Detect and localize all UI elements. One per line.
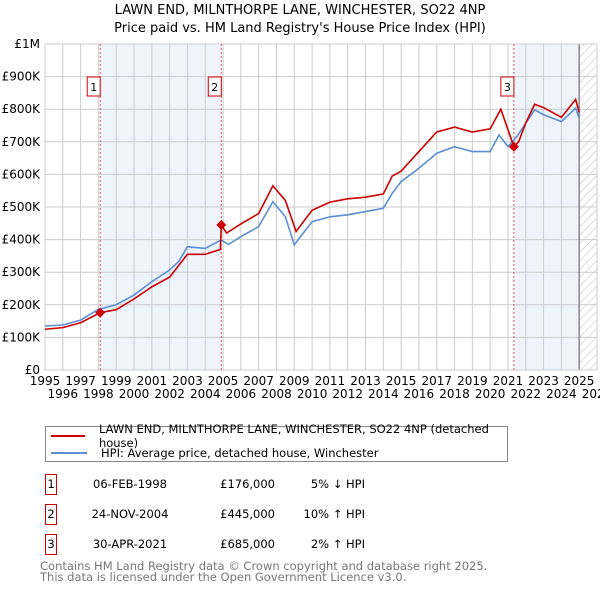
y-tick-label: £800K xyxy=(2,102,42,116)
transaction-hpi: 2% ↑ HPI xyxy=(310,537,365,551)
transaction-marker: 1 xyxy=(45,474,57,495)
x-tick-label: 2014 xyxy=(368,387,399,401)
y-tick-label: £900K xyxy=(2,70,42,84)
x-tick-label: 2011 xyxy=(315,374,346,388)
transaction-price: £445,000 xyxy=(220,507,275,521)
x-tick-label: 2009 xyxy=(279,374,310,388)
y-tick-label: £100K xyxy=(2,330,42,344)
x-tick-label: 2007 xyxy=(243,374,274,388)
footer-licence: This data is licensed under the Open Gov… xyxy=(40,570,407,584)
legend: LAWN END, MILNTHORPE LANE, WINCHESTER, S… xyxy=(45,422,508,462)
transaction-date: 24-NOV-2004 xyxy=(91,507,169,521)
sale-point xyxy=(216,219,227,230)
x-tick-label: 2016 xyxy=(404,387,435,401)
x-tick-label: 2023 xyxy=(528,374,559,388)
legend-swatch-red xyxy=(51,435,85,437)
legend-label: LAWN END, MILNTHORPE LANE, WINCHESTER, S… xyxy=(98,422,489,450)
transaction-date: 30-APR-2021 xyxy=(92,537,168,551)
sale-label-box xyxy=(86,76,101,97)
legend-label: HPI: Average price, detached house, Winc… xyxy=(101,446,379,460)
property-price-line xyxy=(44,97,580,331)
transaction-marker: 2 xyxy=(45,504,57,525)
sale-point xyxy=(95,307,106,318)
transaction-row: 2 24-NOV-2004 £445,000 10% ↑ HPI xyxy=(45,504,545,526)
x-tick-label: 2022 xyxy=(511,387,542,401)
sale-label-box xyxy=(207,76,222,97)
price-chart: £0 £100K £200K £300K £400K £500K £600K £700K £80… xyxy=(2,37,600,401)
x-tick-label: 2004 xyxy=(190,387,221,401)
plot-frame xyxy=(44,43,598,371)
transaction-row: 1 06-FEB-1998 £176,000 5% ↓ HPI xyxy=(45,474,545,496)
y-tick-label: £700K xyxy=(2,135,42,149)
x-tick-label: 2017 xyxy=(421,374,452,388)
x-tick-label: 2013 xyxy=(350,374,381,388)
sale-label-box xyxy=(500,76,515,97)
transaction-price: £176,000 xyxy=(220,477,275,491)
legend-item-property: LAWN END, MILNTHORPE LANE, WINCHESTER, S… xyxy=(46,422,507,450)
legend-swatch-blue xyxy=(51,452,87,454)
x-tick-label: 1999 xyxy=(101,374,132,388)
x-tick-label: 2018 xyxy=(439,387,470,401)
y-tick-label: £0 xyxy=(25,363,40,377)
transaction-marker: 3 xyxy=(45,534,57,555)
chart-subtitle: Price paid vs. HM Land Registry's House … xyxy=(114,21,486,36)
x-tick-label: 2008 xyxy=(261,387,292,401)
sale-label: 1 xyxy=(90,81,97,94)
legend-item-hpi: HPI: Average price, detached house, Winc… xyxy=(46,445,378,461)
x-tick-label: 2006 xyxy=(226,387,257,401)
x-tick-label: 2015 xyxy=(386,374,417,388)
x-tick-label: 2005 xyxy=(208,374,239,388)
x-tick-label: 2001 xyxy=(137,374,168,388)
chart-title: LAWN END, MILNTHORPE LANE, WINCHESTER, S… xyxy=(114,3,486,18)
y-tick-label: £500K xyxy=(2,200,42,214)
y-tick-label: £400K xyxy=(2,233,42,247)
sale-label: 3 xyxy=(504,81,511,94)
x-tick-label: 1997 xyxy=(65,374,96,388)
transaction-hpi: 5% ↓ HPI xyxy=(310,477,365,491)
x-tick-label: 1995 xyxy=(30,374,61,388)
transaction-hpi: 10% ↑ HPI xyxy=(303,507,365,521)
x-tick-label: 2025 xyxy=(564,374,595,388)
x-tick-label: 2024 xyxy=(546,387,577,401)
x-tick-label: 1998 xyxy=(83,387,114,401)
x-tick-label: 2000 xyxy=(119,387,150,401)
y-tick-label: £1M xyxy=(14,37,40,51)
transaction-date: 06-FEB-1998 xyxy=(93,477,167,491)
x-tick-label: 2019 xyxy=(457,374,488,388)
footer-copyright: Contains HM Land Registry data © Crown c… xyxy=(40,559,488,573)
sale-point xyxy=(508,141,519,152)
x-tick-label: 2020 xyxy=(475,387,506,401)
y-tick-label: £300K xyxy=(2,265,42,279)
x-tick-label: 2026 xyxy=(582,387,600,401)
x-tick-label: 2002 xyxy=(154,387,185,401)
x-tick-label: 2003 xyxy=(172,374,203,388)
y-tick-label: £600K xyxy=(2,167,42,181)
x-tick-label: 2021 xyxy=(493,374,524,388)
x-tick-label: 2012 xyxy=(332,387,363,401)
transaction-price: £685,000 xyxy=(220,537,275,551)
transaction-row: 3 30-APR-2021 £685,000 2% ↑ HPI xyxy=(45,534,545,556)
y-tick-label: £200K xyxy=(2,298,42,312)
sale-label: 2 xyxy=(211,81,218,94)
x-tick-label: 2010 xyxy=(297,387,328,401)
x-tick-label: 1996 xyxy=(48,387,79,401)
